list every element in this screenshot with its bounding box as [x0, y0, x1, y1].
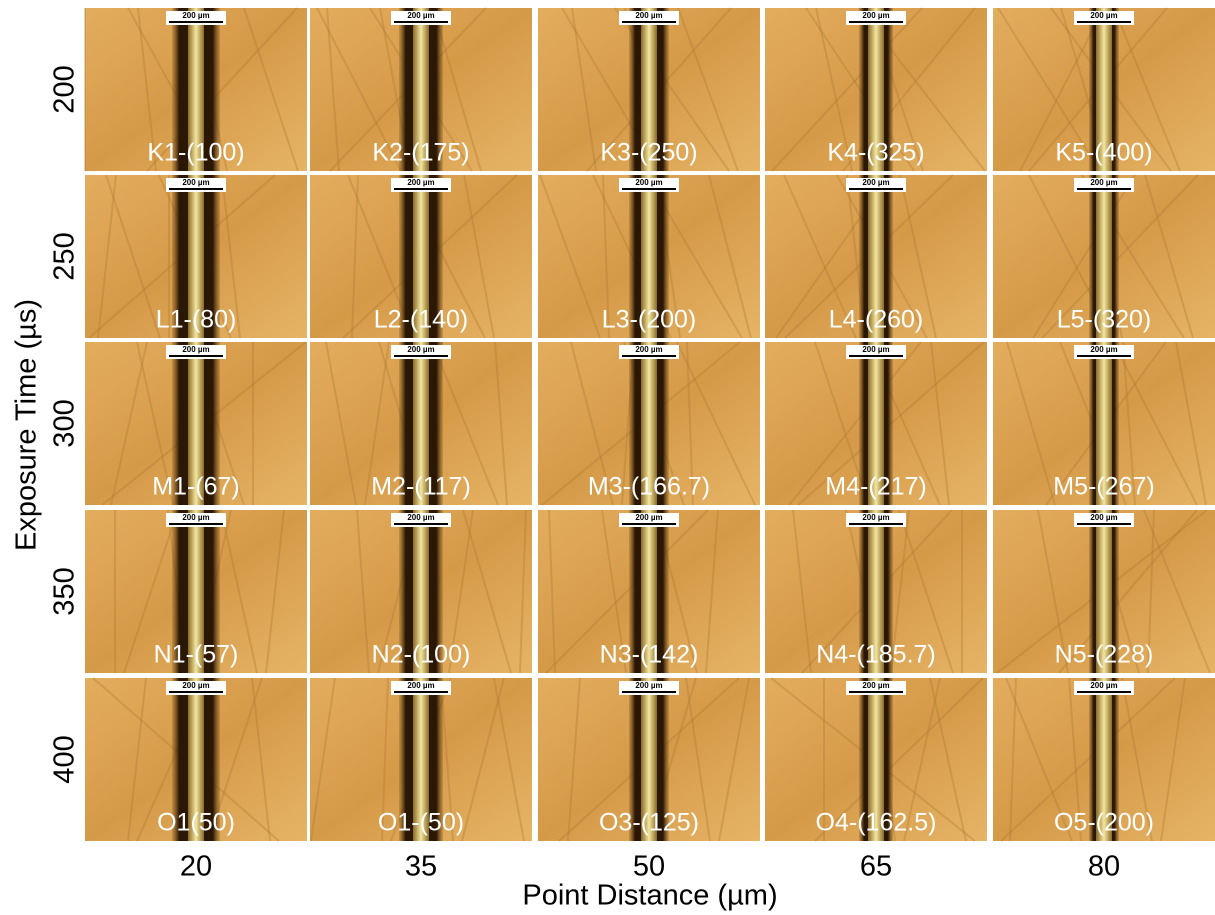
row-label: 400 — [49, 735, 81, 783]
scale-bar-text: 200 µm — [862, 513, 889, 522]
micrograph-panel: 200 µm K4-(325) — [765, 8, 987, 171]
scale-bar-text: 200 µm — [635, 11, 662, 20]
micrograph-panel: 200 µm M3-(166.7) — [538, 342, 760, 505]
panel-label: N3-(142) — [600, 641, 699, 669]
micrograph-panel: 200 µm L2-(140) — [310, 175, 532, 338]
micrograph-panel: 200 µm K3-(250) — [538, 8, 760, 171]
panel-label: M1-(67) — [152, 473, 240, 501]
micrograph-panel: 200 µm K2-(175) — [310, 8, 532, 171]
scale-bar-text: 200 µm — [182, 681, 209, 690]
scale-bar-text: 200 µm — [862, 11, 889, 20]
scale-bar-text: 200 µm — [407, 681, 434, 690]
scale-bar-text: 200 µm — [635, 345, 662, 354]
panel-label: M5-(267) — [1053, 473, 1154, 501]
micrograph-panel: 200 µm K5-(400) — [993, 8, 1215, 171]
panel-label: M3-(166.7) — [588, 473, 710, 501]
micrograph-panel: 200 µm L3-(200) — [538, 175, 760, 338]
panel-label: K3-(250) — [600, 139, 697, 167]
panel-label: K4-(325) — [827, 139, 924, 167]
panel-label: O1-(50) — [378, 809, 464, 837]
micrograph-panel: 200 µm M1-(67) — [85, 342, 307, 505]
micrograph-panel: 200 µm M5-(267) — [993, 342, 1215, 505]
micrograph-panel: 200 µm N5-(228) — [993, 510, 1215, 673]
scale-bar-text: 200 µm — [1090, 513, 1117, 522]
panel-label: O5-(200) — [1054, 809, 1154, 837]
micrograph-panel: 200 µm O5-(200) — [993, 678, 1215, 841]
row-label: 350 — [49, 567, 81, 615]
scale-bar-text: 200 µm — [635, 178, 662, 187]
scale-bar-text: 200 µm — [407, 345, 434, 354]
scale-bar-text: 200 µm — [182, 178, 209, 187]
panel-label: L1-(80) — [156, 306, 237, 334]
panel-label: K5-(400) — [1055, 139, 1152, 167]
scale-bar-text: 200 µm — [1090, 178, 1117, 187]
panel-label: O4-(162.5) — [816, 809, 937, 837]
panel-label: N4-(185.7) — [816, 641, 936, 669]
micrograph-panel: 200 µm N4-(185.7) — [765, 510, 987, 673]
column-label: 20 — [180, 851, 212, 883]
scale-bar-text: 200 µm — [635, 681, 662, 690]
scale-bar-text: 200 µm — [407, 513, 434, 522]
x-axis-title: Point Distance (µm) — [522, 880, 777, 912]
column-label: 80 — [1088, 851, 1120, 883]
panel-label: L3-(200) — [602, 306, 697, 334]
micrograph-panel: 200 µm O1(50) — [85, 678, 307, 841]
panel-label: O3-(125) — [599, 809, 699, 837]
row-label: 200 — [49, 65, 81, 113]
scale-bar-text: 200 µm — [182, 513, 209, 522]
scale-bar-text: 200 µm — [1090, 11, 1117, 20]
panel-label: L4-(260) — [829, 306, 924, 334]
micrograph-panel: 200 µm M4-(217) — [765, 342, 987, 505]
row-label: 300 — [49, 399, 81, 447]
scale-bar-text: 200 µm — [1090, 345, 1117, 354]
scale-bar-text: 200 µm — [182, 11, 209, 20]
panel-label: N5-(228) — [1055, 641, 1154, 669]
micrograph-panel: 200 µm L5-(320) — [993, 175, 1215, 338]
scale-bar-text: 200 µm — [635, 513, 662, 522]
panel-label: L2-(140) — [374, 306, 469, 334]
micrograph-panel: 200 µm O4-(162.5) — [765, 678, 987, 841]
panel-label: N2-(100) — [372, 641, 471, 669]
row-label: 250 — [49, 232, 81, 280]
scale-bar-text: 200 µm — [862, 178, 889, 187]
micrograph-panel: 200 µm L4-(260) — [765, 175, 987, 338]
panel-label: O1(50) — [157, 809, 235, 837]
micrograph-panel: 200 µm M2-(117) — [310, 342, 532, 505]
panel-label: M4-(217) — [825, 473, 926, 501]
micrograph-panel: 200 µm O3-(125) — [538, 678, 760, 841]
panel-label: L5-(320) — [1057, 306, 1152, 334]
scale-bar-text: 200 µm — [407, 11, 434, 20]
panel-label: N1-(57) — [154, 641, 239, 669]
micrograph-panel: 200 µm K1-(100) — [85, 8, 307, 171]
column-label: 65 — [860, 851, 892, 883]
micrograph-panel: 200 µm O1-(50) — [310, 678, 532, 841]
panel-label: M2-(117) — [371, 473, 471, 501]
column-label: 50 — [633, 851, 665, 883]
micrograph-panel: 200 µm N3-(142) — [538, 510, 760, 673]
panel-label: K2-(175) — [372, 139, 469, 167]
micrograph-panel: 200 µm N1-(57) — [85, 510, 307, 673]
scale-bar-text: 200 µm — [862, 681, 889, 690]
micrograph-panel: 200 µm L1-(80) — [85, 175, 307, 338]
scale-bar-text: 200 µm — [407, 178, 434, 187]
panel-label: K1-(100) — [147, 139, 244, 167]
micrograph-panel: 200 µm N2-(100) — [310, 510, 532, 673]
y-axis-title: Exposure Time (µs) — [11, 299, 43, 551]
column-label: 35 — [405, 851, 437, 883]
scale-bar-text: 200 µm — [1090, 681, 1117, 690]
figure: Exposure Time (µs) Point Distance (µm) 2… — [0, 0, 1215, 915]
scale-bar-text: 200 µm — [862, 345, 889, 354]
scale-bar-text: 200 µm — [182, 345, 209, 354]
